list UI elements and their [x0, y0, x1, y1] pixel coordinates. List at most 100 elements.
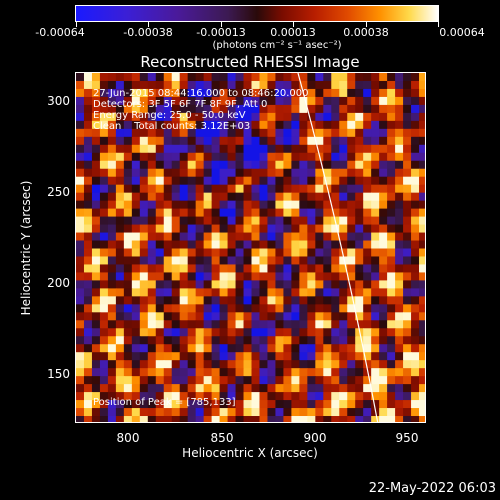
flux-cell [323, 73, 332, 82]
flux-cell [203, 160, 213, 170]
flux-cell [155, 344, 165, 353]
flux-cell [76, 128, 85, 138]
flux-cell [203, 88, 213, 98]
flux-cell [339, 352, 348, 361]
rhessi-image-plot[interactable] [75, 72, 426, 423]
flux-cell [187, 232, 197, 242]
flux-cell [219, 88, 229, 98]
flux-cell [419, 200, 425, 210]
flux-cell [363, 352, 372, 361]
flux-cell [139, 400, 149, 409]
flux-cell [139, 232, 149, 242]
flux-cell [323, 176, 332, 186]
flux-cell [107, 312, 117, 321]
colorbar-tick-label: 0.00064 [439, 26, 485, 39]
flux-cell [323, 128, 332, 138]
flux-cell [275, 280, 285, 289]
flux-cell [403, 312, 412, 321]
flux-cell [323, 112, 332, 122]
flux-cell [275, 360, 285, 369]
flux-cell [203, 112, 213, 122]
flux-cell [419, 240, 425, 250]
flux-cell [347, 240, 356, 250]
flux-cell [219, 224, 229, 234]
x-tick-label: 800 [116, 431, 140, 445]
flux-cell [91, 408, 101, 417]
flux-cell [283, 312, 292, 321]
flux-cell [339, 392, 348, 401]
flux-cell [179, 288, 189, 297]
flux-cell [139, 200, 149, 210]
flux-cell [203, 392, 213, 401]
flux-cell [179, 88, 189, 98]
flux-cell [251, 136, 261, 146]
flux-cell [371, 160, 380, 170]
colorbar-tick-label: -0.00038 [123, 26, 173, 39]
flux-cell [371, 136, 380, 146]
flux-cell [123, 416, 133, 422]
flux-cell [91, 144, 101, 154]
flux-cell [339, 296, 348, 305]
flux-cell [387, 232, 396, 242]
flux-cell [235, 400, 245, 409]
flux-cell [403, 336, 412, 345]
flux-cell [315, 232, 324, 242]
flux-cell [291, 328, 300, 337]
flux-cell [315, 240, 324, 250]
flux-cell [403, 208, 412, 218]
flux-cell [379, 264, 388, 274]
flux-cell [315, 248, 324, 258]
flux-cell [371, 144, 380, 154]
flux-cell [371, 96, 380, 106]
flux-cell [323, 152, 332, 162]
flux-cell [355, 288, 364, 297]
flux-cell [259, 320, 269, 329]
flux-cell [187, 184, 197, 194]
flux-cell [307, 416, 316, 422]
flux-cell [259, 376, 269, 385]
flux-cell [155, 248, 165, 258]
flux-cell [187, 216, 197, 226]
flux-cell [179, 360, 189, 369]
flux-cell [155, 73, 165, 82]
peak-position-label: Position of Peak = [785,133] [93, 397, 236, 408]
flux-cell [379, 104, 388, 114]
flux-cell [131, 400, 141, 409]
flux-cell [243, 344, 253, 353]
flux-cell [315, 296, 324, 305]
flux-cell [307, 272, 316, 282]
flux-cell [187, 336, 197, 345]
flux-cell [131, 408, 141, 417]
flux-cell [203, 152, 213, 162]
flux-cell [323, 136, 332, 146]
flux-cell [115, 352, 125, 361]
flux-cell [235, 320, 245, 329]
flux-cell [355, 216, 364, 226]
flux-cell [139, 256, 149, 266]
flux-cell [387, 392, 396, 401]
flux-cell [195, 344, 205, 353]
flux-cell [347, 296, 356, 305]
flux-cell [283, 240, 292, 250]
flux-cell [371, 216, 380, 226]
flux-cell [371, 152, 380, 162]
flux-cell [243, 296, 253, 305]
flux-cell [147, 400, 157, 409]
flux-cell [387, 224, 396, 234]
flux-cell [203, 360, 213, 369]
flux-cell [99, 296, 109, 305]
flux-cell [283, 208, 292, 218]
flux-cell [131, 416, 141, 422]
flux-cell [83, 240, 93, 250]
flux-cell [195, 88, 205, 98]
flux-cell [115, 144, 125, 154]
flux-cell [267, 96, 277, 106]
flux-cell [99, 304, 109, 313]
flux-cell [91, 280, 101, 289]
flux-cell [267, 176, 277, 186]
flux-cell [139, 208, 149, 218]
flux-cell [227, 224, 237, 234]
flux-cell [315, 312, 324, 321]
flux-cell [355, 208, 364, 218]
flux-cell [147, 232, 157, 242]
